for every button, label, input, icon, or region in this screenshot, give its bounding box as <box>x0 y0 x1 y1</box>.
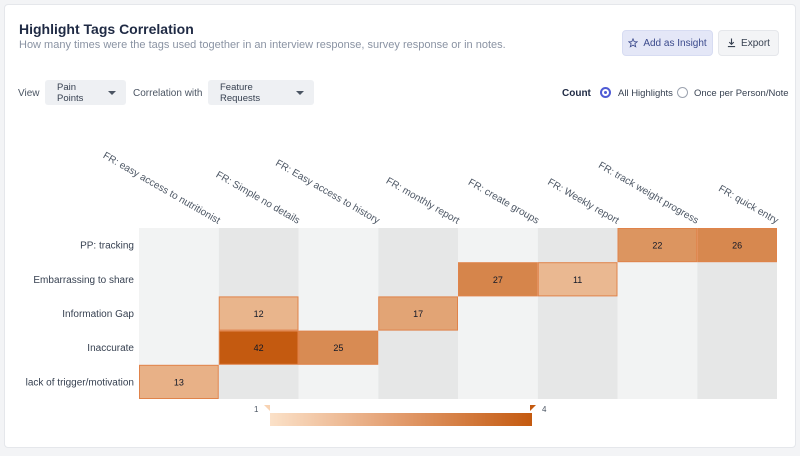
star-icon <box>628 38 639 48</box>
legend-max-marker <box>530 405 536 411</box>
heatmap-cell <box>458 262 538 297</box>
all-highlights-radio[interactable] <box>600 87 611 98</box>
export-button[interactable]: Export <box>718 30 779 56</box>
view-select[interactable]: Pain Points <box>45 80 126 105</box>
legend-min-marker <box>264 405 270 411</box>
count-label: Count <box>562 88 591 99</box>
row-label: Embarrassing to share <box>33 275 134 286</box>
heatmap-cell <box>617 228 698 263</box>
heatmap-cell <box>218 330 299 365</box>
row-label: lack of trigger/motivation <box>26 377 134 388</box>
cell-value-label: 11 <box>573 275 582 285</box>
column-label: FR: monthly report <box>384 176 461 227</box>
column-label: FR: Weekly report <box>546 177 621 227</box>
column-stripe <box>537 228 618 399</box>
cell-value-label: 25 <box>333 343 343 353</box>
column-label: FR: quick entry <box>716 183 780 226</box>
download-icon <box>727 38 736 48</box>
legend-min-label: 1 <box>254 405 259 414</box>
export-label: Export <box>741 37 770 49</box>
page-title: Highlight Tags Correlation <box>19 21 194 37</box>
cell-value-label: 42 <box>254 343 264 353</box>
heatmap-cell <box>697 228 777 263</box>
row-label: Information Gap <box>62 309 134 320</box>
column-label: FR: create groups <box>466 177 541 227</box>
column-stripe <box>458 228 538 399</box>
column-label: FR: easy access to nutritionist <box>101 150 222 226</box>
legend-max-label: 4 <box>542 405 547 414</box>
heatmap-cell <box>378 296 458 331</box>
cell-value-label: 27 <box>493 275 503 285</box>
correlation-label: Correlation with <box>133 88 203 99</box>
column-label: FR: Simple no details <box>214 170 302 227</box>
view-select-value: Pain Points <box>57 81 84 104</box>
cell-value-label: 13 <box>174 377 184 387</box>
color-scale-legend <box>270 413 532 426</box>
chevron-down-icon <box>296 90 304 95</box>
correlation-select-value: Feature Requests <box>220 81 261 104</box>
column-stripe <box>298 228 379 399</box>
page-subtitle: How many times were the tags used togeth… <box>19 39 506 51</box>
correlation-select[interactable]: Feature Requests <box>208 80 314 105</box>
once-per-person-label[interactable]: Once per Person/Note <box>694 88 789 99</box>
heatmap-cell <box>218 296 299 331</box>
heatmap-cell <box>298 330 379 365</box>
row-label: Inaccurate <box>87 343 134 354</box>
cell-value-label: 17 <box>413 309 423 319</box>
add-as-insight-label: Add as Insight <box>643 37 707 49</box>
cell-value-label: 22 <box>652 241 662 251</box>
heatmap-cell <box>139 364 219 399</box>
heatmap-cell <box>537 262 618 297</box>
view-label: View <box>18 88 40 99</box>
row-label: PP: tracking <box>80 241 134 252</box>
cell-value-label: 12 <box>254 309 264 319</box>
once-per-person-radio[interactable] <box>677 87 688 98</box>
add-as-insight-button[interactable]: Add as Insight <box>622 30 713 56</box>
all-highlights-label[interactable]: All Highlights <box>618 88 673 99</box>
chevron-down-icon <box>108 90 116 95</box>
cell-value-label: 26 <box>732 241 742 251</box>
